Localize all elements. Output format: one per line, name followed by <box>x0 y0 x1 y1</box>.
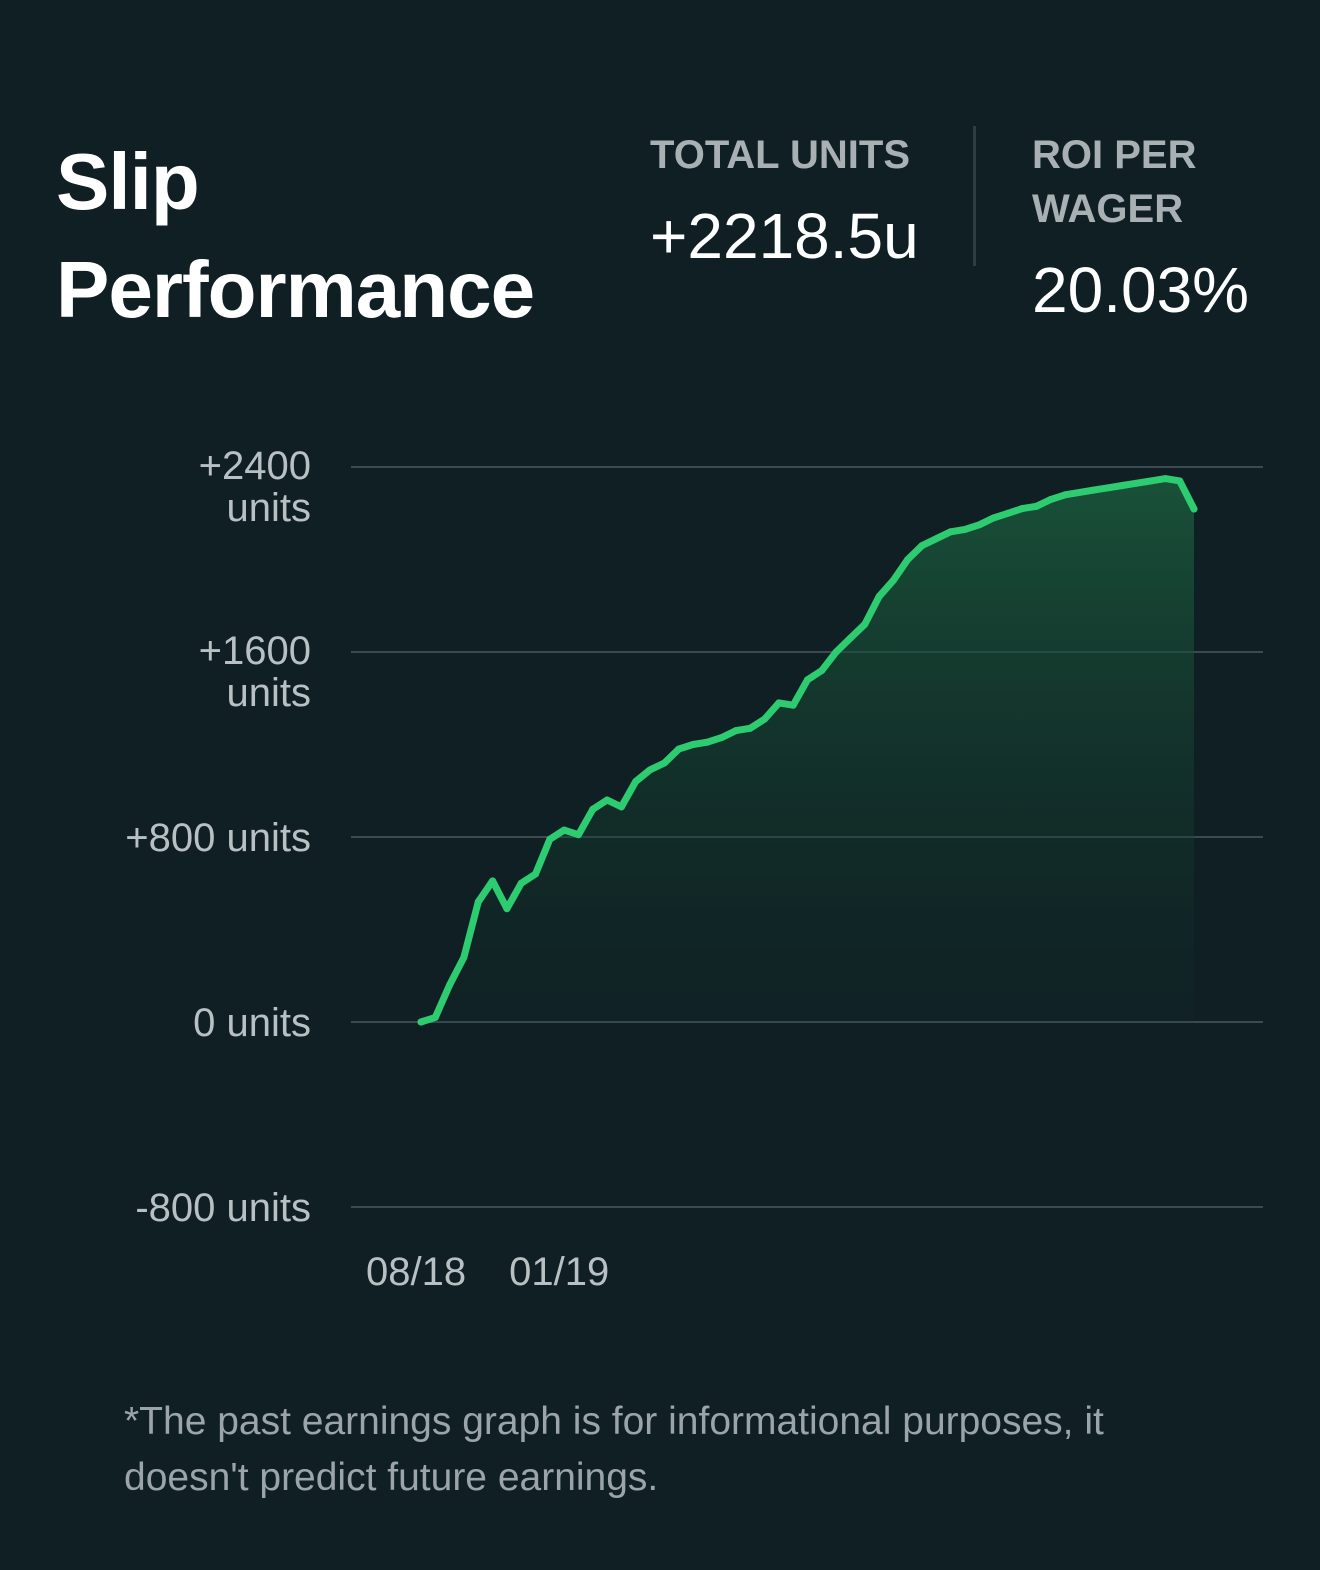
x-axis-labels: 08/18 01/19 <box>366 1250 609 1294</box>
data-point <box>789 701 797 709</box>
data-point <box>1018 505 1026 513</box>
data-point <box>675 745 683 753</box>
data-point <box>489 877 497 885</box>
data-point <box>532 870 540 878</box>
data-point <box>718 734 726 742</box>
data-point <box>1104 484 1112 492</box>
data-point <box>474 898 482 906</box>
data-point <box>746 724 754 732</box>
data-point <box>1190 505 1198 513</box>
data-point <box>617 803 625 811</box>
data-point <box>761 715 769 723</box>
data-point <box>632 778 640 785</box>
data-point <box>1047 495 1055 503</box>
data-point <box>804 676 811 684</box>
data-point <box>446 981 454 989</box>
data-point <box>861 620 869 628</box>
data-point <box>574 831 582 839</box>
data-point <box>689 741 697 748</box>
data-point <box>875 593 883 600</box>
data-point <box>1061 491 1069 499</box>
roi-per-wager-label: ROI PER WAGER <box>1032 133 1197 231</box>
data-point <box>889 576 897 584</box>
data-point <box>947 528 955 536</box>
data-point <box>660 759 668 767</box>
y-tick-label: +800 units <box>125 816 311 860</box>
y-tick-label: +1600 units <box>199 629 311 715</box>
data-point <box>990 514 998 522</box>
data-point <box>546 835 554 843</box>
data-point <box>1090 486 1098 494</box>
data-point <box>560 826 568 834</box>
data-point <box>918 542 926 550</box>
data-point <box>603 796 611 804</box>
data-point <box>818 667 826 674</box>
y-axis-labels: +2400 units +1600 units +800 units 0 units -80… <box>125 444 311 1230</box>
data-point <box>1075 488 1083 496</box>
total-units-label: TOTAL UNITS <box>650 133 910 177</box>
data-point <box>975 521 983 529</box>
performance-chart: +2400 units +1600 units +800 units 0 units -80… <box>125 444 1263 1294</box>
data-point <box>589 805 597 813</box>
data-point <box>503 905 511 913</box>
data-point <box>775 699 783 707</box>
stats-divider <box>973 126 976 266</box>
data-point <box>732 727 740 735</box>
y-tick-label: +2400 units <box>199 444 311 530</box>
data-point <box>431 1013 439 1021</box>
data-point <box>1133 479 1141 487</box>
series-points <box>417 475 1198 1026</box>
data-point <box>904 556 912 563</box>
data-point <box>703 738 711 746</box>
roi-per-wager-stat: ROI PER WAGER 20.03% <box>1032 128 1320 330</box>
data-point <box>832 648 840 656</box>
disclaimer-footnote: *The past earnings graph is for informat… <box>124 1400 1104 1499</box>
data-point <box>1004 509 1012 517</box>
roi-per-wager-value: 20.03% <box>1032 254 1250 326</box>
series-area <box>421 478 1194 1023</box>
data-point <box>517 879 525 887</box>
data-point <box>1176 477 1184 485</box>
y-tick-label: -800 units <box>135 1186 311 1230</box>
data-point <box>846 634 854 642</box>
data-point <box>932 535 940 543</box>
data-point <box>460 953 468 961</box>
x-tick-label: 08/18 <box>366 1250 466 1294</box>
y-tick-label: 0 units <box>193 1001 311 1045</box>
data-point <box>1118 482 1126 489</box>
page-title: Slip Performance <box>56 137 535 334</box>
data-point <box>1147 477 1155 485</box>
data-point <box>417 1018 425 1026</box>
data-point <box>961 525 969 533</box>
data-point <box>1033 502 1041 510</box>
x-tick-label: 01/19 <box>509 1250 609 1294</box>
total-units-stat: TOTAL UNITS +2218.5u <box>650 128 950 276</box>
data-point <box>1161 475 1169 483</box>
data-point <box>646 766 654 774</box>
total-units-value: +2218.5u <box>650 200 919 272</box>
